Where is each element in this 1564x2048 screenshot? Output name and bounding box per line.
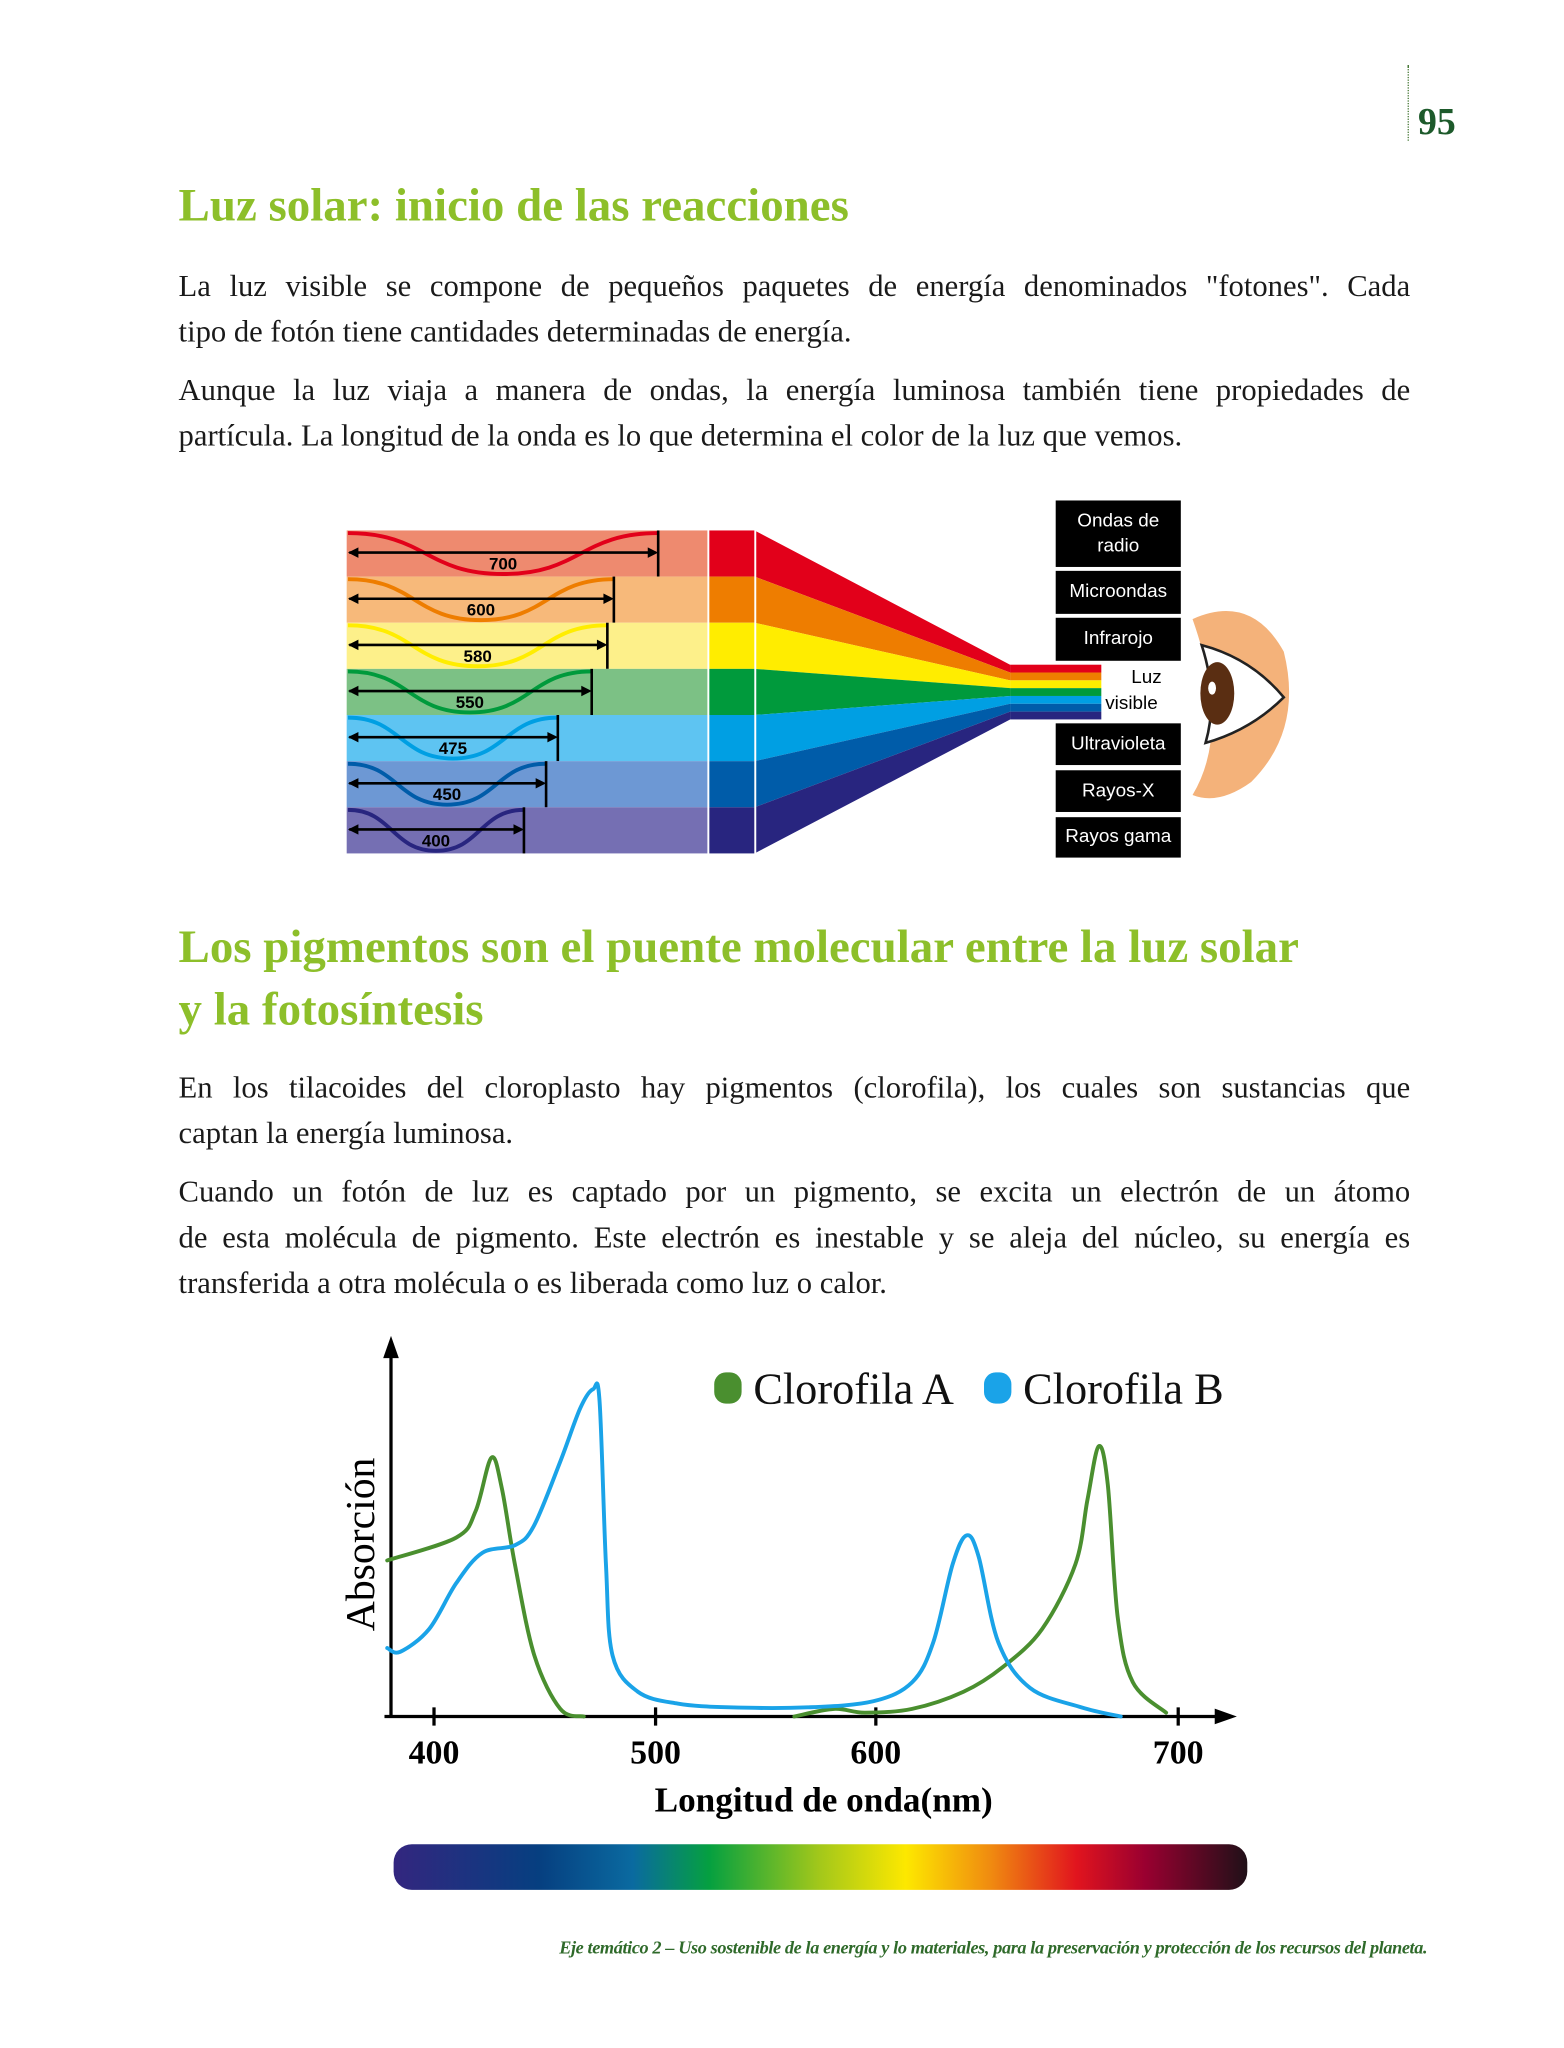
arrow-head <box>513 824 524 835</box>
band-fan <box>754 622 1011 689</box>
visible-stripe <box>1010 695 1102 704</box>
band-color <box>709 668 755 716</box>
x-axis-arrow <box>1214 1708 1237 1725</box>
wave <box>347 715 558 761</box>
arrow-head <box>647 547 659 558</box>
paragraph-line: de esta molécula de pigmento. Este elect… <box>178 1221 1411 1256</box>
spectrum-label-box: Ondas de radio <box>1055 500 1181 567</box>
title-line: y la fotosíntesis <box>178 982 484 1035</box>
series-line-clorofila-b <box>385 1381 1123 1719</box>
wave <box>347 623 608 669</box>
paragraph: La luz visible se compone de pequeños pa… <box>179 265 1411 356</box>
wavelength-label: 700 <box>489 555 517 574</box>
paragraph-line: Cuando un fotón de luz es captado por un… <box>178 1175 1411 1210</box>
paragraph: Aunque la luz viaja a manera de ondas, l… <box>179 369 1411 460</box>
wavelength-label: 400 <box>422 831 450 850</box>
series-line-clorofila-a <box>792 1444 1169 1719</box>
arrow-head <box>596 639 608 651</box>
wavelength-label: 550 <box>456 693 484 712</box>
paragraph-line: transferida a otra molécula o es liberad… <box>178 1266 887 1301</box>
band-fan <box>754 711 1011 854</box>
wave <box>347 531 659 576</box>
visible-stripe <box>1010 664 1102 673</box>
series-line-clorofila-a <box>385 1455 586 1719</box>
paragraph-line: En los tilacoides del cloroplasto hay pi… <box>178 1071 1411 1106</box>
wavelength-label: 475 <box>439 739 467 758</box>
paragraph-line: La luz visible se compone de pequeños pa… <box>178 269 1411 304</box>
wave <box>347 761 547 807</box>
y-axis-label: Absorción <box>338 1457 384 1631</box>
wave <box>347 577 614 623</box>
title-line: Los pigmentos son el puente molecular en… <box>178 920 1299 973</box>
band-fan <box>754 695 1011 762</box>
iris-icon <box>1200 662 1235 725</box>
x-tick-label: 600 <box>850 1734 901 1771</box>
x-axis-label: Longitud de onda(nm) <box>655 1781 993 1820</box>
arrow-head <box>535 778 547 789</box>
band-color <box>709 576 755 623</box>
spectrum-label-box: Ultravioleta <box>1055 723 1181 766</box>
wave <box>347 807 524 853</box>
paragraph-line: tipo de fotón tiene cantidades determina… <box>178 315 852 350</box>
arrow-head <box>347 778 359 789</box>
band-color <box>709 530 755 577</box>
visible-spectrum-bar <box>393 1844 1248 1890</box>
y-axis-arrow <box>383 1335 399 1359</box>
band-color <box>709 807 755 854</box>
page-number: 95 <box>1418 101 1456 144</box>
footer-text: Eje temático 2 – Uso sostenible de la en… <box>559 1939 1428 1959</box>
arrow-head <box>347 731 359 743</box>
legend-swatch <box>714 1372 742 1404</box>
paragraph: En los tilacoides del cloroplasto hay pi… <box>179 1066 1411 1157</box>
arrow-head <box>347 824 359 835</box>
band-fan <box>754 668 1011 716</box>
arrow-head <box>347 547 359 558</box>
x-tick-label: 700 <box>1153 1734 1204 1771</box>
arrow-head <box>347 685 359 697</box>
visible-light-label: Luz <box>1131 667 1162 689</box>
band-color <box>709 622 755 669</box>
visible-stripe <box>1010 703 1102 712</box>
arrow-head <box>347 639 359 651</box>
paragraph-line: Aunque la luz viaja a manera de ondas, l… <box>178 374 1411 408</box>
absorption-chart: 400 500 600 700 Longitud de onda(nm) Absorció… <box>338 1335 1248 1890</box>
x-tick-label: 500 <box>630 1734 681 1771</box>
paragraph: Cuando un fotón de luz es captado por un… <box>179 1170 1411 1307</box>
band-color <box>709 715 755 762</box>
band-fan <box>754 530 1011 673</box>
visible-stripe <box>1010 680 1102 689</box>
paragraph-line: partícula. La longitud de la onda es lo … <box>178 419 1183 454</box>
visible-stripe <box>1010 688 1102 696</box>
wavelength-label: 450 <box>433 785 461 804</box>
eye-highlight <box>1208 681 1217 695</box>
light-spectrum-figure: 700 600 580 550 475 450 400 <box>346 530 1290 854</box>
wavelength-label: 580 <box>464 647 492 666</box>
visible-light-label: visible <box>1105 693 1158 715</box>
x-tick-label: 400 <box>409 1734 460 1771</box>
arrow-head <box>603 593 614 604</box>
band-fan <box>754 703 1011 808</box>
band-fan <box>754 576 1011 681</box>
arrow-head <box>581 685 592 697</box>
spectrum-label-box: Rayos-X <box>1055 770 1181 812</box>
spectrum-label-box: Infrarojo <box>1055 617 1181 661</box>
visible-stripe <box>1010 672 1102 681</box>
visible-stripe <box>1010 711 1102 720</box>
paragraph-line: captan la energía luminosa. <box>178 1116 514 1151</box>
wavelength-label: 600 <box>467 601 495 620</box>
arrow-head <box>347 593 359 604</box>
legend-swatch <box>984 1372 1012 1404</box>
page-number-divider <box>1407 65 1409 141</box>
legend-label: Clorofila A <box>753 1365 954 1414</box>
section-title-sunlight: Luz solar: inicio de las reacciones <box>178 178 849 231</box>
band-color <box>709 761 755 808</box>
section-title-pigments: Los pigmentos son el puente molecular en… <box>179 915 1299 1040</box>
spectrum-label-box: Rayos gama <box>1055 817 1181 858</box>
spectrum-label-box: Microondas <box>1055 570 1181 614</box>
arrow-head <box>547 731 558 743</box>
legend-label: Clorofila B <box>1023 1365 1224 1414</box>
wave <box>347 669 592 715</box>
